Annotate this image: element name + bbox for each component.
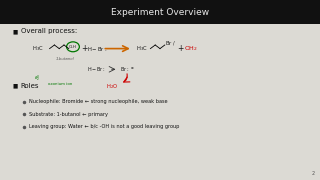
Text: O-H: O-H (69, 45, 77, 49)
Text: 2: 2 (312, 171, 315, 176)
Text: Roles: Roles (21, 83, 39, 89)
Text: Overall process:: Overall process: (21, 28, 77, 35)
Text: /: / (173, 41, 174, 46)
Text: Substrate: 1-butanol ← primary: Substrate: 1-butanol ← primary (29, 112, 108, 117)
Text: +: + (178, 44, 184, 53)
FancyBboxPatch shape (0, 0, 320, 24)
Text: Experiment Overview: Experiment Overview (111, 8, 209, 17)
Text: $\mathsf{H_2O}$: $\mathsf{H_2O}$ (106, 82, 118, 91)
Text: $\mathsf{H-Br:}$: $\mathsf{H-Br:}$ (87, 45, 108, 53)
Text: +: + (82, 44, 88, 53)
Text: ■: ■ (13, 84, 18, 89)
Text: $\mathsf{H - Br:}$: $\mathsf{H - Br:}$ (87, 65, 106, 73)
Text: Leaving group: Water ← b/c -OH is not a good leaving group: Leaving group: Water ← b/c -OH is not a … (29, 124, 179, 129)
Text: $\mathsf{Br}$: $\mathsf{Br}$ (165, 39, 173, 47)
Text: $\mathsf{H_3C}$: $\mathsf{H_3C}$ (136, 44, 148, 53)
Text: $\mathsf{OH_2}$: $\mathsf{OH_2}$ (184, 44, 198, 53)
Text: ■: ■ (13, 29, 18, 34)
Text: $\mathsf{H_3C}$: $\mathsf{H_3C}$ (32, 44, 44, 53)
Text: Nucleophile: Bromide ← strong nucleophile, weak base: Nucleophile: Bromide ← strong nucleophil… (29, 99, 167, 104)
Text: $\mathsf{Br:^{\,\ominus}}$: $\mathsf{Br:^{\,\ominus}}$ (120, 65, 135, 74)
Text: oxonium ion: oxonium ion (48, 82, 72, 86)
Text: 1-butanol: 1-butanol (56, 57, 75, 60)
Text: $\delta^{II}_{2}$: $\delta^{II}_{2}$ (34, 74, 40, 84)
